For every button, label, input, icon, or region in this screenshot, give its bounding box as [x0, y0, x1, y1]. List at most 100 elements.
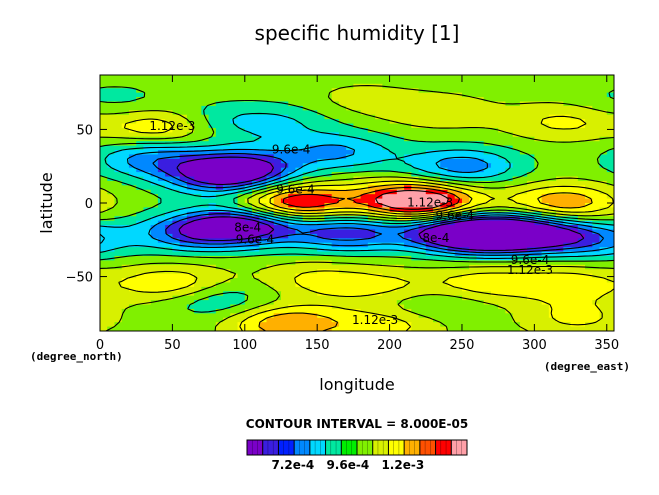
field-cell [541, 269, 550, 275]
field-cell [541, 295, 550, 301]
field-cell [317, 269, 326, 275]
field-cell [577, 167, 586, 173]
field-cell [353, 203, 362, 209]
field-cell [186, 145, 195, 151]
field-cell [367, 203, 376, 209]
field-cell [252, 291, 260, 297]
contour-line-set [100, 85, 614, 331]
field-cell [454, 278, 463, 284]
field-cell [353, 295, 362, 301]
field-cell [490, 92, 499, 98]
field-cell [331, 247, 340, 253]
field-cell [512, 167, 521, 173]
field-cell [157, 154, 166, 160]
field-cell [252, 79, 260, 85]
field-cell [172, 123, 181, 129]
field-cell [223, 75, 231, 81]
field-cell [121, 238, 130, 244]
field-cell [346, 291, 354, 297]
field-cell [136, 326, 145, 331]
field-cell [288, 105, 297, 111]
field-cell [309, 119, 318, 125]
field-cell [469, 92, 478, 98]
field-cell [367, 92, 376, 98]
field-cell [215, 264, 224, 270]
field-cell [527, 180, 535, 186]
field-cell [483, 242, 492, 248]
field-cell [237, 264, 246, 270]
field-cell [121, 163, 130, 169]
field-cell [469, 75, 478, 81]
field-cell [331, 300, 340, 306]
field-cell [505, 211, 514, 217]
field-cell [128, 145, 137, 151]
field-cell [259, 110, 268, 116]
field-cell [527, 300, 535, 306]
field-cell [396, 79, 405, 85]
field-cell [302, 150, 311, 156]
field-cell [519, 105, 528, 111]
field-cell [396, 326, 405, 331]
field-cell [157, 247, 166, 253]
field-cell [165, 141, 173, 147]
field-cell [541, 83, 550, 89]
field-cell [157, 304, 166, 310]
field-cell [367, 79, 376, 85]
field-cell [136, 132, 145, 138]
field-cell [606, 150, 614, 156]
field-cell [194, 216, 202, 222]
field-cell [136, 150, 145, 156]
field-cell [273, 79, 282, 85]
field-cell [425, 233, 434, 239]
field-cell [519, 97, 528, 103]
field-cell [505, 295, 514, 301]
field-cell [259, 88, 268, 94]
field-cell [324, 180, 333, 186]
field-cell [280, 295, 289, 301]
x-tick-label: 50 [164, 338, 181, 353]
field-cell [382, 75, 391, 81]
field-cell [541, 105, 550, 111]
field-cell [324, 229, 333, 235]
field-cell [367, 220, 376, 226]
field-cell [317, 220, 326, 226]
field-cell [512, 291, 521, 297]
field-cell [121, 176, 130, 182]
field-cell [353, 110, 362, 116]
field-cell [425, 114, 434, 120]
field-cell [266, 278, 275, 284]
field-cell [577, 282, 586, 288]
field-cell [382, 322, 391, 328]
field-cell [302, 269, 311, 275]
field-cell [353, 198, 362, 204]
field-cell [461, 172, 470, 178]
field-cell [599, 79, 608, 85]
field-cell [570, 203, 579, 209]
field-cell [317, 229, 326, 235]
field-cell [208, 105, 217, 111]
field-cell [512, 304, 521, 310]
field-cell [244, 255, 253, 261]
field-cell [585, 322, 593, 328]
field-cell [454, 141, 463, 147]
field-cell [273, 282, 282, 288]
field-cell [606, 269, 614, 275]
field-cell [375, 167, 383, 173]
colorbar-swatch [419, 440, 436, 455]
field-cell [375, 242, 383, 248]
field-cell [215, 308, 224, 314]
field-cell [309, 225, 318, 231]
field-cell [382, 114, 391, 120]
field-cell [136, 154, 145, 160]
field-cell [100, 304, 108, 310]
field-cell [266, 180, 275, 186]
field-cell [302, 136, 311, 142]
field-cell [548, 79, 557, 85]
field-cell [577, 326, 586, 331]
field-cell [483, 326, 492, 331]
field-cell [136, 313, 145, 319]
field-cell [382, 127, 391, 133]
field-cell [280, 286, 289, 292]
field-cell [396, 114, 405, 120]
field-cell [107, 88, 116, 94]
